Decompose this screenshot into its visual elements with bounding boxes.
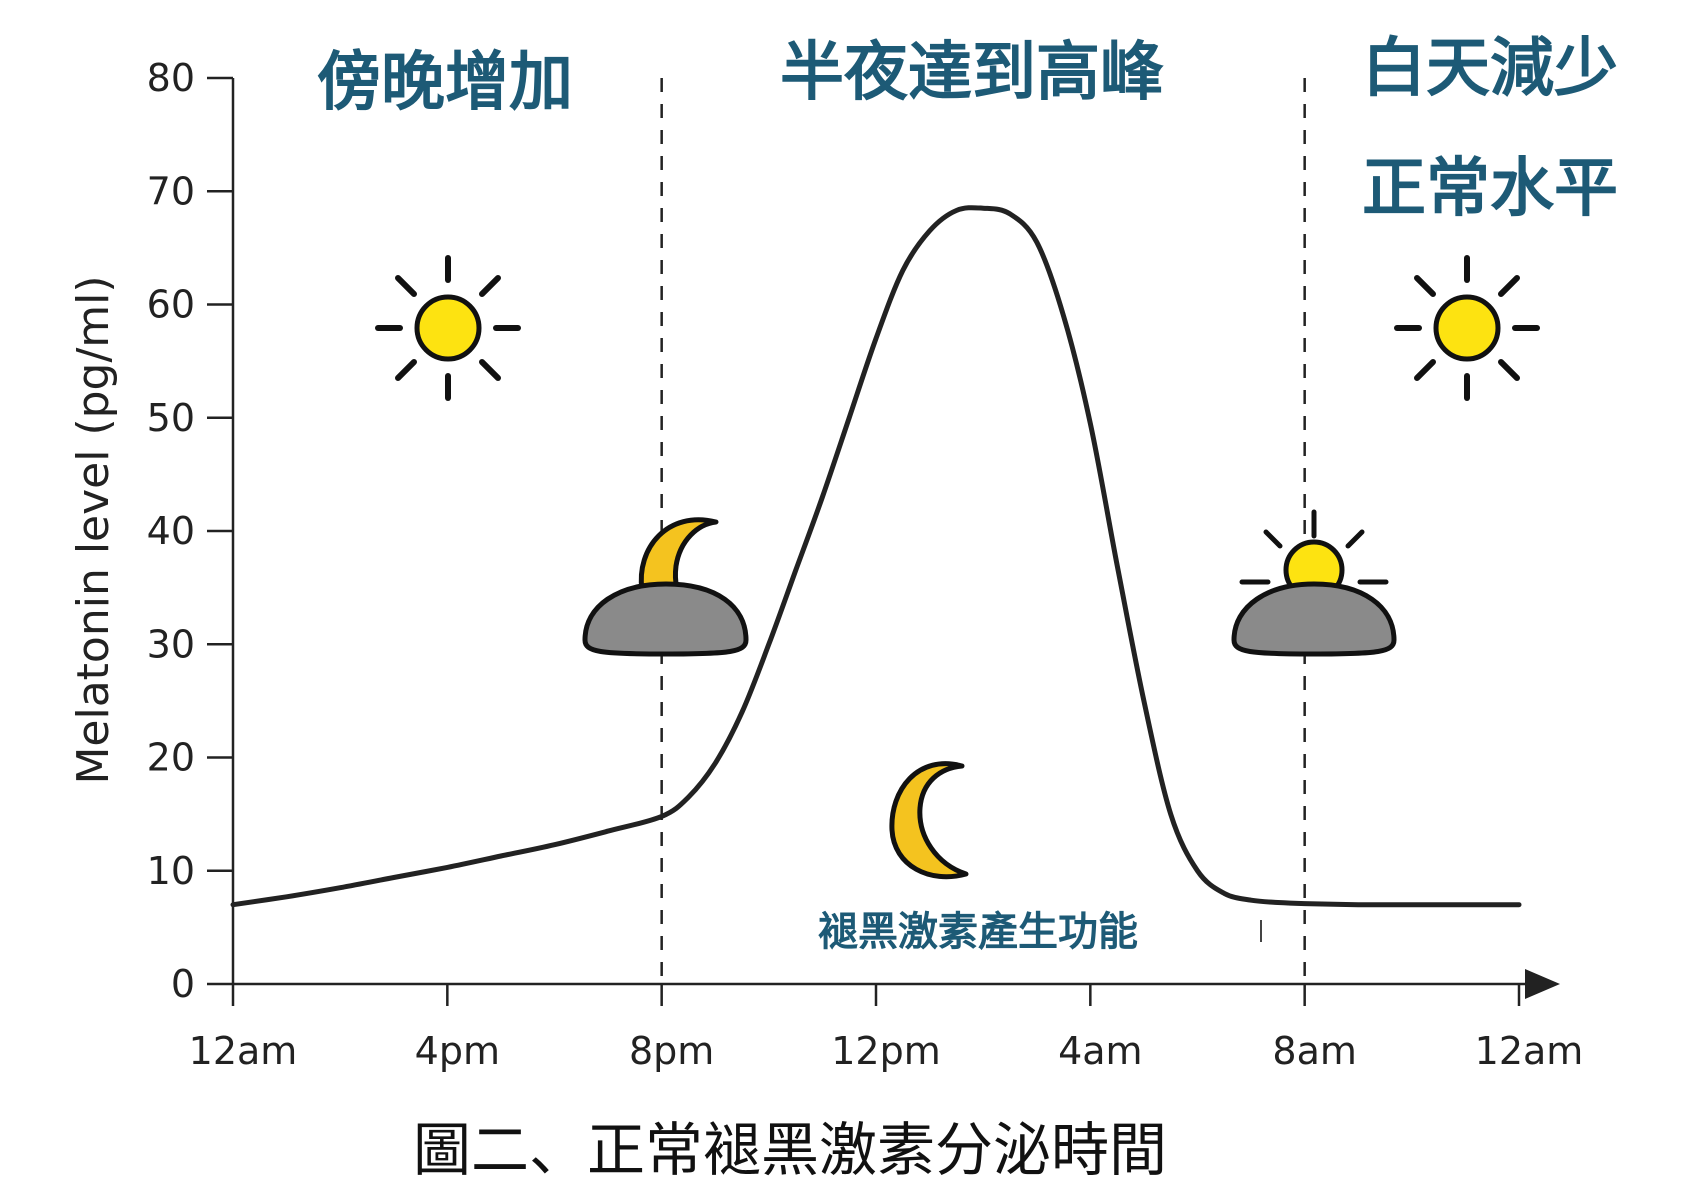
sun-icon [375,255,521,401]
y-tick-label: 0 [171,962,195,1006]
sun-icon [1394,255,1540,401]
y-tick-label: 60 [147,283,195,327]
y-tick-label: 50 [147,396,195,440]
crescent-moon-icon [889,761,969,880]
phase-label-evening: 傍晚增加 [317,46,573,120]
y-tick-label: 80 [147,56,195,100]
y-ticks: 0 10 20 30 40 50 60 70 80 [147,56,233,1006]
y-tick-label: 20 [147,736,195,780]
x-tick-label: 4am [1058,1029,1142,1073]
x-tick-label: 8am [1272,1029,1356,1073]
moon-over-cloud-icon [582,517,749,657]
phase-label-normal-level: 正常水平 [1362,152,1618,226]
x-ticks: 12am 4pm 8pm 12pm 4am 8am 12am [189,984,1584,1073]
x-tick-label: 12am [1475,1029,1584,1073]
y-axis-title: Melatonin level (pg/ml) [68,275,119,784]
melatonin-curve [230,205,1522,908]
phase-dividers [660,78,1306,984]
y-tick-label: 70 [147,169,195,213]
y-tick-label: 10 [147,849,195,893]
y-tick-label: 40 [147,509,195,553]
phase-label-day-decrease: 白天減少 [1362,32,1618,106]
x-tick-label: 12am [189,1029,298,1073]
y-tick-label: 30 [147,622,195,666]
production-annotation: 褪黑激素產生功能 [818,909,1138,955]
x-tick-label: 12pm [831,1029,941,1073]
phase-label-midnight: 半夜達到高峰 [780,36,1164,110]
sunrise-over-cloud-icon [1231,509,1397,657]
x-tick-label: 8pm [629,1029,714,1073]
x-tick-label: 4pm [415,1029,500,1073]
figure-caption: 圖二、正常褪黑激素分泌時間 [413,1116,1167,1184]
